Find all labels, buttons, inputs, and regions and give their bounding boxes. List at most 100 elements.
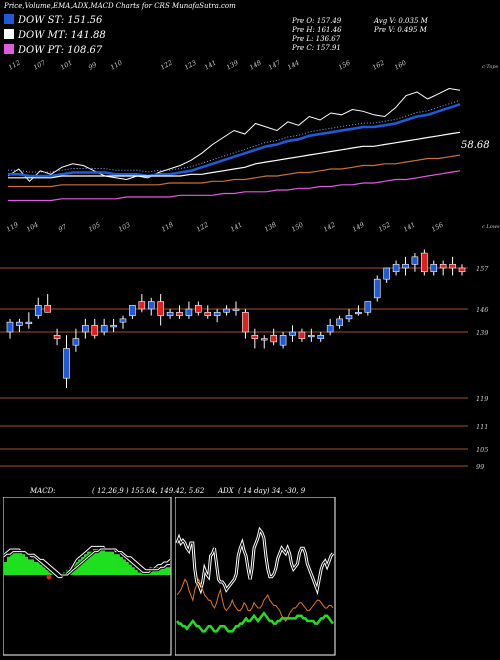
ohlc-close: Pre C: 157.91 [292, 44, 341, 52]
adx-di-minus-line [176, 578, 334, 622]
ema-dotted-line [8, 99, 461, 173]
pivot-top-label: 122 [159, 59, 174, 72]
adx-label: ADX [218, 487, 234, 495]
chart-title: Price,Volume,EMA,ADX,MACD Charts for CR [4, 2, 165, 10]
candle-body-down [270, 334, 277, 343]
macd-histogram-bar [110, 551, 114, 575]
macd-histogram-bar [125, 562, 129, 575]
macd-histogram-bar [101, 549, 106, 575]
macd-frame [3, 497, 172, 656]
candle-body-down [449, 263, 456, 269]
macd-histogram-bar [87, 551, 91, 575]
candle-body-up [232, 308, 240, 311]
macd-histogram-bar [15, 551, 20, 575]
legend-swatch-dow-mt [4, 29, 14, 39]
macd-histogram-bar [116, 554, 120, 575]
adx-di-plus-line [176, 528, 334, 592]
candle-body-up [317, 334, 325, 339]
macd-histogram-bar [164, 567, 168, 575]
macd-label: MACD: [30, 487, 56, 495]
legend-swatch-dow-pt [4, 44, 14, 54]
macd-cross-marker [46, 574, 52, 580]
price-level-label: 146 [476, 306, 488, 314]
price-level-label: 111 [476, 423, 488, 431]
candle-body-down [204, 311, 212, 316]
legend-item-dow-mt: DOW MT: 141.88 [4, 29, 106, 41]
pivot-bottom-label: 103 [117, 221, 132, 234]
macd-histogram-bar [104, 551, 109, 575]
candle-body-up [82, 325, 89, 333]
legend-label-dow-mt: DOW MT: 141.88 [18, 30, 106, 41]
candle-body-up [166, 311, 174, 316]
macd-histogram-bar [12, 551, 17, 575]
macd-histogram-bar [6, 556, 11, 575]
macd-histogram-bar [92, 549, 97, 575]
adx-chart [175, 497, 336, 656]
ema-price-line [7, 87, 461, 183]
candle-body-up [326, 325, 334, 333]
corner-tops-label: c Tops [482, 64, 499, 70]
candle-body-up [185, 308, 193, 316]
candle-body-up [430, 263, 438, 273]
macd-histogram-bar [95, 549, 100, 575]
macd-histogram-bar [140, 572, 144, 575]
pivot-bottom-label: 150 [290, 221, 305, 234]
candle-body-up [355, 311, 362, 315]
pivot-top-label: 112 [7, 59, 22, 72]
pivot-top-label: 99 [87, 61, 98, 72]
candle-body-up [6, 321, 14, 333]
price-level-label: 139 [476, 329, 488, 337]
macd-histogram-bar [4, 562, 8, 575]
pivot-top-label: 101 [59, 59, 74, 72]
macd-histogram-bar [98, 549, 103, 575]
candle-body-up [16, 321, 23, 326]
pivot-top-label: 139 [225, 59, 240, 72]
candle-body-up [147, 301, 155, 310]
price-level-label: 99 [476, 463, 484, 471]
ohlc-high: Pre H: 161.46 [292, 26, 342, 34]
candle-body-up [279, 334, 287, 346]
candle-body-down [439, 263, 447, 269]
candle-body-down [195, 304, 202, 313]
candle-body-up [213, 311, 221, 316]
pivot-bottom-label: 105 [87, 221, 102, 234]
ohlc-open: Pre O: 157.49 [292, 17, 342, 25]
candle-body-up [100, 325, 108, 333]
macd-line [3, 545, 171, 579]
legend-item-dow-st: DOW ST: 151.56 [4, 14, 102, 26]
macd-histogram-bar [107, 551, 112, 575]
pivot-top-label: 141 [203, 59, 218, 72]
pivot-top-label: 144 [286, 59, 301, 72]
macd-histogram-bar [161, 567, 165, 575]
candle-body-up [34, 304, 42, 316]
macd-histogram-bar [167, 567, 171, 575]
candle-body-down [458, 267, 466, 273]
macd-histogram-bar [45, 569, 49, 575]
macd-histogram-bar [137, 572, 141, 575]
candle-body-down [157, 301, 164, 316]
candle-body-down [176, 311, 183, 316]
pivot-top-label: 162 [371, 59, 386, 72]
macd-histogram-bar [36, 562, 40, 575]
candle-body-down [91, 325, 99, 336]
pivot-bottom-label: 156 [430, 221, 445, 234]
macd-histogram-bar [81, 556, 85, 575]
adx-params: ( 14 day) 34, -30, 9 [238, 487, 306, 495]
candle-body-up [402, 263, 409, 269]
macd-chart [3, 497, 172, 656]
candle-body-up [223, 308, 230, 313]
pivot-bottom-label: 138 [263, 221, 278, 234]
ema-series-line-3 [8, 154, 461, 188]
price-level-label: 119 [476, 395, 488, 403]
macd-histogram-bar [33, 562, 37, 575]
pivot-bottom-label: 141 [402, 221, 417, 234]
pivot-bottom-label: 97 [57, 222, 69, 233]
pivot-top-label: 110 [109, 59, 124, 72]
pivot-bottom-label: 119 [5, 221, 20, 234]
pivot-bottom-label: 141 [229, 221, 244, 234]
candle-body-up [364, 301, 372, 313]
macd-histogram-bar [42, 567, 46, 575]
price-level-label: 157 [476, 265, 489, 273]
candle-body-up [308, 334, 315, 338]
